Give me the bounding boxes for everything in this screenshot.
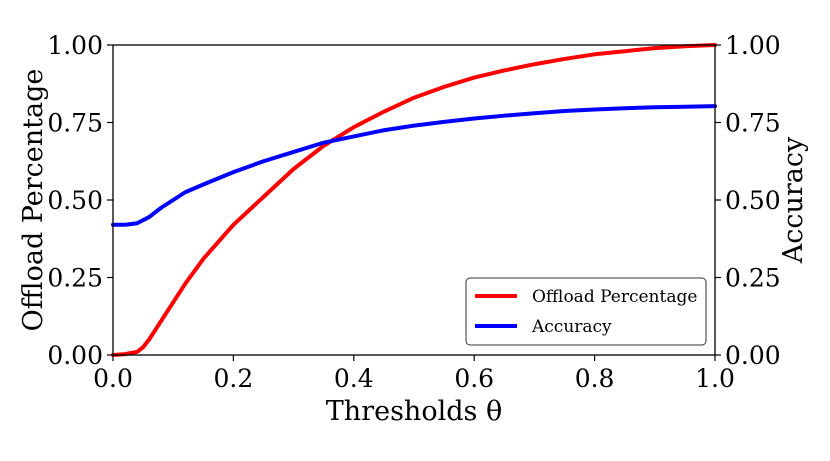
y-axis-label-right: Accuracy [778, 136, 809, 264]
x-tick-label: 0.6 [454, 364, 494, 393]
y-axis-label-left-text: Offload Percentage [18, 69, 49, 332]
y-left-tick-label: 0.25 [47, 264, 103, 293]
legend: Offload Percentage Accuracy [465, 277, 707, 346]
x-axis-label: Thresholds θ [326, 396, 502, 427]
y-left-tick-label: 0.00 [47, 341, 103, 370]
y-right-tick-label: 0.75 [725, 109, 781, 138]
y-axis-label-right-text: Accuracy [778, 136, 809, 264]
x-tick-label: 1.0 [695, 364, 735, 393]
y-left-tick-label: 1.00 [47, 31, 103, 60]
y-right-tick-label: 0.25 [725, 264, 781, 293]
x-tick-label: 0.0 [93, 364, 133, 393]
x-tick-label: 0.2 [214, 364, 254, 393]
y-axis-label-left: Offload Percentage [18, 69, 49, 332]
y-right-tick-label: 1.00 [725, 31, 781, 60]
x-tick-label: 0.8 [575, 364, 615, 393]
legend-box [465, 277, 707, 346]
y-left-tick-label: 0.75 [47, 109, 103, 138]
x-axis-label-text: Thresholds θ [326, 396, 502, 427]
legend-label-offload: Offload Percentage [532, 287, 697, 307]
y-right-tick-label: 0.50 [725, 186, 781, 215]
legend-label-accuracy: Accuracy [531, 317, 612, 337]
series-layer [111, 43, 717, 357]
ticks-layer: 0.0 0.2 0.4 0.6 0.8 1.00.000.250.500.751.000.… [47, 31, 780, 393]
x-tick-label: 0.4 [334, 364, 374, 393]
y-left-tick-label: 0.50 [47, 186, 103, 215]
series-line-offload-percentage [111, 43, 717, 357]
series-line-accuracy [111, 104, 717, 227]
y-right-tick-label: 0.00 [725, 341, 781, 370]
